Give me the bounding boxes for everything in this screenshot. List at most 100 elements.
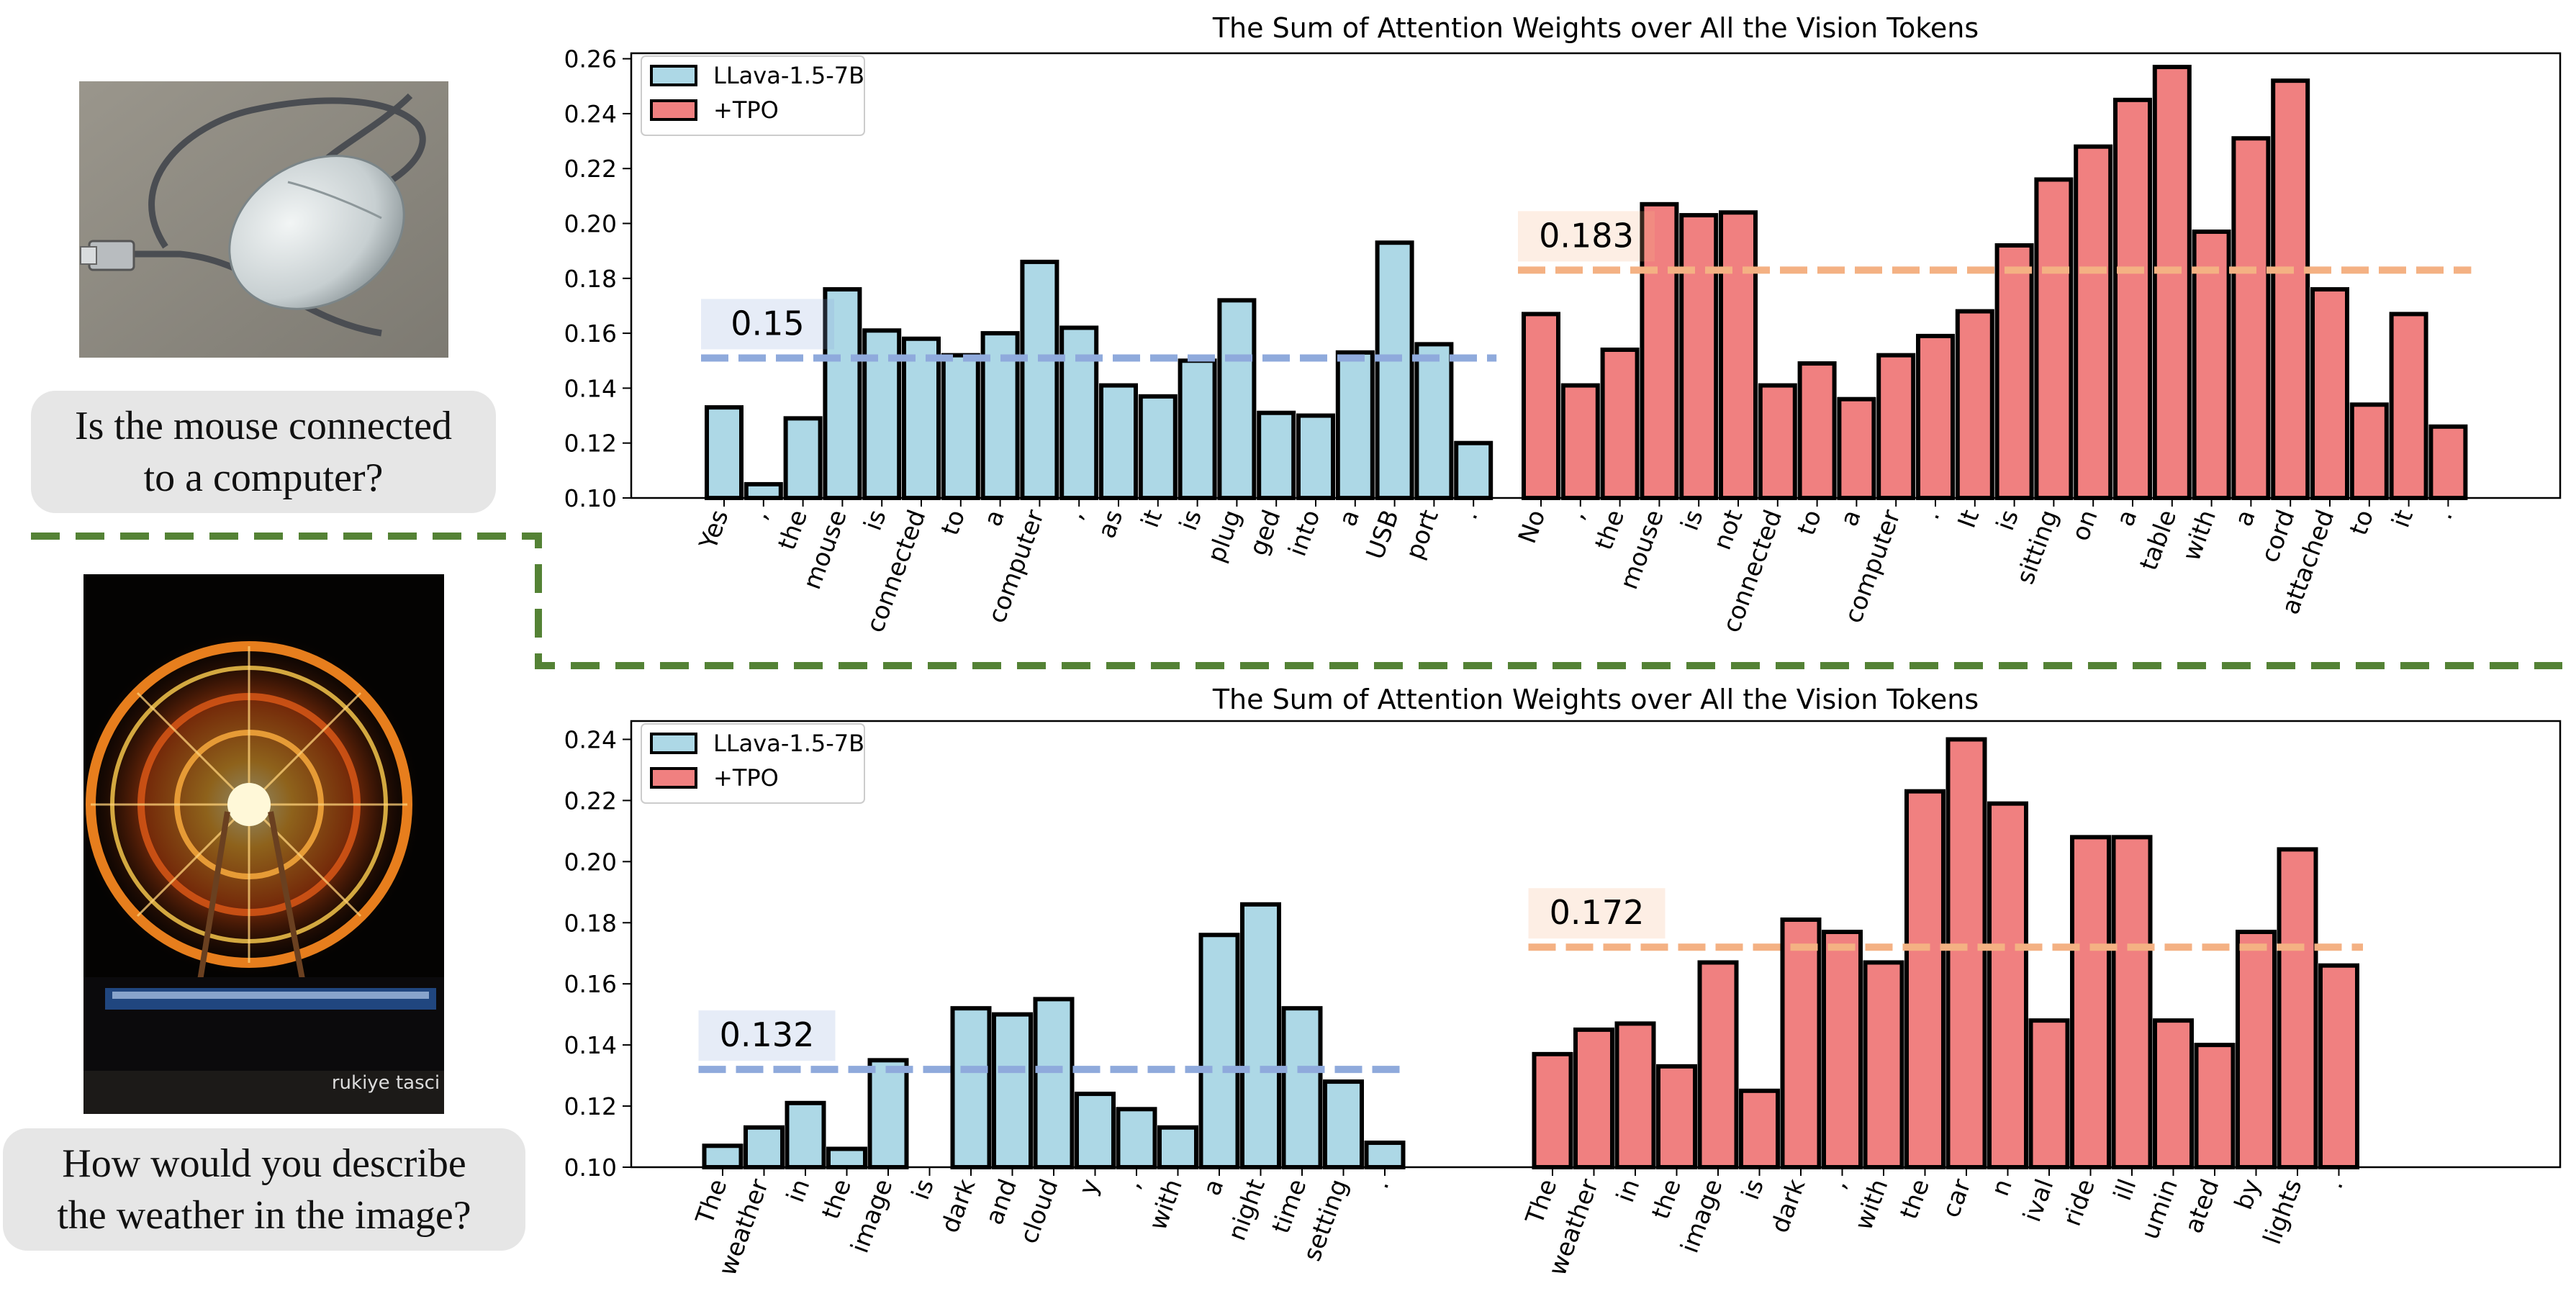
tpo-bar [2153, 1018, 2194, 1170]
base-bar [1414, 342, 1454, 500]
tpo-bar [2231, 136, 2271, 501]
tpo-token-label: by [2229, 1175, 2267, 1213]
base-token-label: The [690, 1175, 733, 1228]
base-bar [744, 1125, 785, 1170]
y-tick-label: 0.12 [564, 1092, 617, 1120]
tpo-token-label: with [1849, 1175, 1894, 1233]
question-1-line-1: Is the mouse connected [74, 404, 453, 448]
base-token-label: y [1073, 1175, 1105, 1199]
tpo-token-label: umin [2136, 1175, 2184, 1243]
y-tick-label: 0.24 [564, 725, 617, 753]
y-tick-label: 0.24 [564, 100, 617, 128]
base-mean-label-box [701, 299, 834, 350]
tpo-bar [2349, 402, 2389, 501]
tpo-bar [2194, 1043, 2236, 1169]
ferris-wheel-photo: rukiye tasci [83, 574, 444, 1114]
tpo-bar [1955, 309, 1994, 500]
tpo-bar [1656, 1064, 1697, 1170]
tpo-token-label: in [1611, 1175, 1645, 1206]
base-token-label: the [816, 1175, 857, 1223]
base-bar [1157, 1125, 1198, 1170]
legend-swatch-base [650, 65, 697, 86]
base-token-label: with [1144, 1175, 1188, 1233]
plot-frame [630, 720, 2562, 1169]
tpo-bar [2236, 930, 2277, 1169]
tpo-bar [2310, 287, 2349, 500]
tpo-bar [1640, 201, 1679, 500]
question-bubble-1: Is the mouse connected to a computer? [31, 391, 496, 513]
base-bar [1364, 1141, 1406, 1169]
legend-label-tpo: +TPO [713, 96, 779, 124]
tpo-mean-label: 0.183 [1539, 216, 1634, 255]
mouse-photo [79, 81, 448, 358]
tpo-token-label: ival [2017, 1175, 2059, 1225]
base-bar [785, 1100, 826, 1169]
base-bar [1240, 902, 1281, 1170]
base-bar [1335, 350, 1375, 500]
tpo-bar [1945, 737, 1987, 1170]
tpo-mean-label: 0.172 [1550, 893, 1645, 932]
y-tick-label: 0.14 [564, 1031, 617, 1059]
base-token-label: in [781, 1175, 815, 1206]
tpo-bar [1797, 361, 1837, 500]
tpo-bar [1987, 801, 2028, 1170]
base-token-label: , [1117, 1175, 1147, 1192]
tpo-bar [1822, 930, 1863, 1169]
y-tick-label: 0.16 [564, 320, 617, 348]
base-bar [1323, 1079, 1364, 1170]
base-bar [1138, 394, 1178, 501]
tpo-bar [2277, 847, 2318, 1170]
tpo-bar [2070, 835, 2111, 1169]
base-mean-label-box [698, 1010, 836, 1061]
y-tick-label: 0.12 [564, 430, 617, 458]
tpo-token-label: ride [2058, 1175, 2101, 1230]
chart-title: The Sum of Attention Weights over All th… [1212, 684, 1979, 715]
tpo-token-label: The [1520, 1175, 1563, 1228]
legend-label-base: LLava-1.5-7B [713, 730, 864, 757]
y-tick-label: 0.22 [564, 787, 617, 815]
base-bar [1033, 997, 1075, 1169]
base-bar [1217, 298, 1257, 500]
y-tick-label: 0.18 [564, 909, 617, 937]
tpo-token-label: dark [1766, 1175, 1812, 1236]
tpo-bar [2111, 835, 2153, 1169]
base-token-label: time [1267, 1175, 1313, 1237]
base-bar [950, 1006, 992, 1170]
chart-title: The Sum of Attention Weights over All th… [1212, 12, 1979, 44]
base-token-label: is [906, 1175, 940, 1203]
tpo-token-label: . [2320, 1175, 2349, 1192]
legend-swatch-base [650, 733, 697, 754]
tpo-bar [2389, 312, 2428, 500]
base-token-label: dark [936, 1175, 982, 1236]
tpo-bar [1739, 1088, 1780, 1169]
y-tick-label: 0.10 [564, 1154, 617, 1182]
y-tick-label: 0.20 [564, 848, 617, 876]
base-bar [902, 336, 941, 501]
base-bar [783, 416, 823, 500]
y-tick-label: 0.20 [564, 210, 617, 238]
y-tick-label: 0.10 [564, 484, 617, 512]
tpo-token-label: ill [2108, 1175, 2142, 1204]
tpo-token-label: is [1736, 1175, 1770, 1203]
tpo-bar [1837, 396, 1876, 501]
tpo-bar [1614, 1021, 1656, 1170]
legend-label-base: LLava-1.5-7B [713, 62, 864, 89]
base-bar [1020, 259, 1059, 500]
tpo-token-label: the [1894, 1175, 1935, 1223]
base-bar [1116, 1107, 1157, 1169]
tpo-bar [2034, 177, 2074, 500]
tpo-bar [2192, 229, 2231, 500]
tpo-token-label: car [1937, 1175, 1977, 1221]
y-tick-label: 0.14 [564, 374, 617, 402]
base-bar [823, 287, 862, 500]
question-1-line-2: to a computer? [143, 456, 384, 500]
base-bar [705, 405, 744, 500]
base-bar [826, 1146, 867, 1169]
tpo-bar [1573, 1027, 1614, 1169]
legend-label-tpo: +TPO [713, 764, 779, 792]
base-token-label: and [980, 1175, 1022, 1228]
tpo-bar [1679, 213, 1719, 500]
base-bar [867, 1058, 909, 1170]
tpo-bar [1532, 1051, 1573, 1169]
